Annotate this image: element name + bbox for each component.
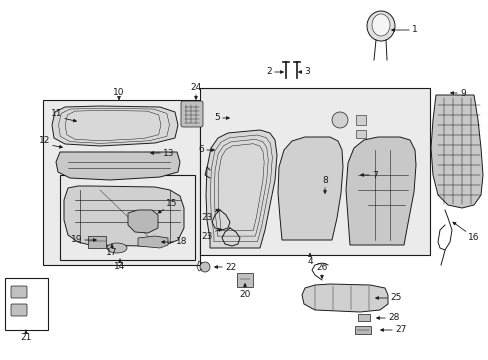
Text: 1: 1 [411,26,417,35]
Text: 22: 22 [224,262,236,271]
Text: 19: 19 [70,235,82,244]
Bar [355,115,365,125]
Text: 13: 13 [163,148,174,158]
Text: 15: 15 [165,199,177,208]
Text: 25: 25 [389,293,401,302]
FancyBboxPatch shape [181,101,203,127]
Bar [354,326,370,334]
Polygon shape [138,236,168,248]
Text: 21: 21 [20,333,32,342]
Polygon shape [430,95,482,208]
Text: 23: 23 [201,232,213,241]
Bar [88,236,106,248]
Text: 7: 7 [371,171,377,180]
FancyBboxPatch shape [11,286,27,298]
Polygon shape [56,152,180,180]
Text: 3: 3 [304,68,309,77]
Text: 5: 5 [214,113,220,122]
Text: 24: 24 [190,83,201,92]
Text: 23: 23 [201,213,213,222]
Bar [237,273,252,287]
Text: 6: 6 [198,145,203,154]
Text: 17: 17 [106,248,118,257]
Ellipse shape [366,11,394,41]
Text: 4: 4 [306,257,312,266]
Text: 9: 9 [459,89,465,98]
Bar [357,314,369,321]
Text: 16: 16 [467,233,479,242]
Text: 2: 2 [266,68,271,77]
Bar [60,175,195,260]
Text: 12: 12 [39,136,50,145]
Bar [355,130,365,138]
Polygon shape [52,106,178,146]
Circle shape [331,112,347,128]
Text: 26: 26 [316,263,327,272]
Bar [43,100,200,265]
Polygon shape [346,137,415,245]
Bar [5,278,48,330]
Circle shape [200,262,209,272]
Polygon shape [128,210,158,233]
Bar [200,88,429,255]
Text: 28: 28 [387,314,399,323]
Polygon shape [278,137,342,240]
FancyBboxPatch shape [11,304,27,316]
Ellipse shape [107,243,127,253]
Text: 8: 8 [322,176,327,185]
Text: 18: 18 [176,238,187,247]
Text: 20: 20 [239,290,250,299]
Polygon shape [302,284,387,312]
Text: 14: 14 [114,262,125,271]
Ellipse shape [371,14,389,36]
Text: 10: 10 [113,88,124,97]
Text: 11: 11 [50,109,62,118]
Text: 27: 27 [394,325,406,334]
Polygon shape [205,130,276,248]
Polygon shape [64,186,183,246]
